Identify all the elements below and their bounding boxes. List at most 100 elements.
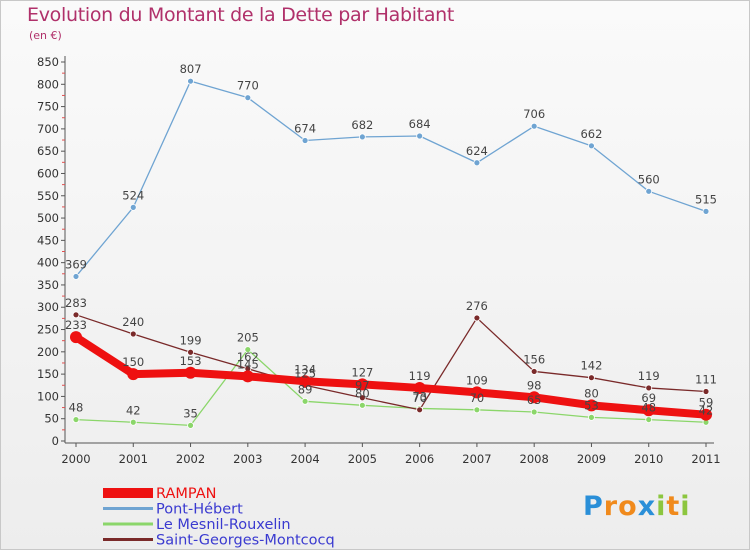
legend-label: Saint-Georges-Montcocq [156, 533, 335, 549]
data-point [358, 394, 366, 402]
data-label: 684 [409, 117, 431, 131]
data-point [473, 406, 481, 414]
data-point [700, 408, 712, 421]
data-label: 59 [699, 396, 714, 410]
data-label: 35 [183, 406, 198, 420]
data-label: 240 [122, 315, 144, 329]
data-label: 770 [237, 79, 259, 93]
proxiti-logo: Proxiti [583, 491, 691, 522]
y-tick-label: 450 [37, 233, 59, 247]
data-label: 515 [695, 192, 717, 206]
logo-letter: t [666, 491, 681, 522]
data-label: 119 [409, 369, 431, 383]
data-point [645, 187, 653, 195]
data-label: 69 [641, 391, 656, 405]
data-label: 98 [527, 378, 542, 392]
chart-title: Evolution du Montant de la Dette par Hab… [27, 4, 455, 26]
data-point [416, 132, 424, 140]
data-point [301, 137, 309, 144]
data-point [72, 311, 80, 319]
data-label: 150 [122, 355, 144, 369]
y-tick-label: 550 [37, 189, 59, 203]
y-tick-label: 400 [37, 256, 59, 270]
data-point [645, 384, 653, 392]
data-point [702, 207, 710, 215]
data-label: 524 [122, 188, 144, 202]
series-line-0 [72, 333, 710, 419]
data-label: 134 [294, 362, 316, 376]
data-label: 80 [355, 386, 370, 400]
data-label: 662 [580, 127, 602, 141]
x-tick-label: 2006 [405, 452, 434, 466]
x-tick-label: 2007 [462, 452, 491, 466]
data-label: 369 [65, 257, 87, 271]
data-label: 73 [412, 389, 427, 403]
data-label: 53 [584, 398, 599, 412]
y-tick-label: 500 [37, 211, 59, 225]
data-label: 142 [580, 359, 602, 373]
legend-swatch [103, 522, 153, 526]
data-label: 42 [699, 403, 714, 417]
y-tick-label: 700 [37, 122, 59, 136]
y-tick-label: 150 [37, 367, 59, 381]
data-label: 109 [466, 373, 488, 387]
y-tick-label: 250 [37, 323, 59, 337]
data-point [72, 416, 80, 423]
series-line-2 [75, 348, 707, 427]
data-label: 65 [527, 393, 542, 407]
data-point [473, 314, 481, 322]
data-label: 706 [523, 107, 545, 121]
data-point [129, 418, 137, 426]
data-point [187, 421, 194, 429]
series-line-3 [75, 314, 707, 411]
data-point [585, 399, 598, 412]
data-point [473, 159, 481, 167]
x-tick-label: 2002 [176, 452, 205, 466]
data-label: 283 [65, 296, 87, 310]
logo-letter: x [637, 491, 657, 522]
data-point [416, 406, 424, 414]
data-label: 156 [523, 352, 545, 366]
data-label: 199 [180, 333, 202, 347]
data-label: 70 [412, 391, 427, 405]
data-point [187, 348, 194, 356]
x-tick-label: 2001 [119, 452, 148, 466]
y-tick-label: 600 [37, 166, 59, 180]
data-point [244, 346, 252, 353]
data-point [358, 401, 366, 409]
data-point [184, 366, 197, 379]
data-point [588, 374, 595, 382]
legend-label: RAMPAN [156, 486, 217, 502]
data-label: 70 [470, 391, 485, 405]
legend-swatch [103, 488, 153, 498]
data-label: 807 [180, 62, 202, 76]
x-tick-label: 2011 [691, 452, 720, 466]
legend-swatch [103, 538, 153, 541]
data-label: 560 [638, 172, 660, 186]
logo-letter: i [680, 491, 691, 522]
data-label: 205 [237, 331, 259, 345]
data-label: 276 [466, 299, 488, 313]
y-tick-label: 850 [37, 55, 59, 69]
data-point [413, 381, 426, 394]
unit-label: (en €) [29, 29, 62, 42]
y-tick-label: 300 [37, 300, 59, 314]
data-label: 42 [126, 403, 141, 417]
x-tick-label: 2010 [634, 452, 663, 466]
data-label: 127 [351, 365, 373, 379]
data-label: 89 [298, 382, 313, 396]
y-tick-label: 0 [52, 434, 59, 448]
y-tick-label: 350 [37, 278, 59, 292]
data-label: 80 [584, 386, 599, 400]
data-point [241, 370, 254, 383]
data-point [299, 375, 312, 388]
series-line-1 [75, 80, 707, 278]
y-tick-label: 650 [37, 144, 59, 158]
data-label: 233 [65, 318, 87, 332]
logo-letter: r [603, 491, 619, 522]
logo-letter: o [618, 491, 638, 522]
x-tick-label: 2008 [520, 452, 549, 466]
data-label: 97 [355, 379, 370, 393]
